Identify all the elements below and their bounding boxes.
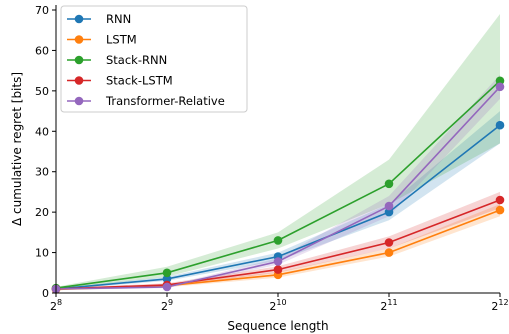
legend-item: Stack-LSTM: [67, 74, 173, 88]
legend-item: Transformer-Relative: [67, 94, 225, 108]
y-tick-label: 50: [35, 85, 49, 98]
x-tick-label: 211: [380, 298, 397, 313]
legend-label: Stack-LSTM: [106, 74, 173, 88]
legend-label: LSTM: [106, 33, 137, 47]
point-lstm: [384, 248, 394, 257]
band-stack-rnn: [56, 14, 500, 289]
x-tick-label: 29: [161, 298, 173, 313]
y-ticks: 0 10 20 30 40 50 60 70: [35, 4, 56, 300]
y-tick-label: 0: [42, 287, 49, 300]
legend-item: LSTM: [67, 33, 137, 47]
x-tick-label: 210: [269, 298, 286, 313]
point-stack-lstm: [495, 195, 505, 205]
y-tick-label: 20: [35, 206, 49, 219]
legend-swatch-marker: [74, 96, 84, 106]
y-tick-label: 60: [35, 44, 49, 57]
point-transformer-relative: [162, 282, 172, 292]
y-tick-label: 40: [35, 125, 49, 138]
legend-frame: [60, 5, 248, 113]
x-tick-label: 28: [50, 298, 62, 313]
point-stack-rnn: [495, 76, 505, 86]
point-rnn: [495, 120, 505, 130]
legend-item: RNN: [67, 12, 131, 26]
legend-swatch-marker: [74, 35, 84, 44]
legend-swatch-marker: [74, 55, 84, 65]
legend-label: RNN: [106, 12, 131, 26]
legend-items: RNN LSTM Stack-RNN Stack-LSTM Transformer-Re…: [67, 12, 225, 108]
x-axis-label: Sequence length: [227, 319, 328, 333]
point-stack-rnn: [384, 179, 394, 189]
point-rnn: [162, 274, 172, 284]
point-transformer-relative: [495, 82, 505, 92]
point-stack-rnn: [162, 268, 172, 278]
y-axis-label: Δ cumulative regret [bits]: [10, 72, 24, 226]
legend-label: Transformer-Relative: [105, 94, 225, 108]
y-tick-label: 10: [35, 247, 49, 260]
x-ticks: 28 29 210 211 212: [50, 293, 509, 313]
point-lstm: [495, 205, 505, 215]
legend-label: Stack-RNN: [106, 53, 167, 67]
point-transformer-relative: [273, 257, 283, 266]
legend-item: Stack-RNN: [67, 53, 167, 67]
x-tick-label: 212: [491, 298, 508, 313]
legend-swatch-marker: [74, 76, 84, 85]
point-transformer-relative: [384, 201, 394, 211]
y-tick-label: 70: [35, 4, 49, 17]
legend: RNN LSTM Stack-RNN Stack-LSTM Transformer-Re…: [60, 5, 248, 113]
point-rnn: [384, 207, 394, 217]
point-stack-lstm: [384, 238, 394, 247]
legend-swatch-marker: [74, 14, 84, 24]
point-stack-rnn: [273, 236, 283, 245]
y-tick-label: 30: [35, 166, 49, 179]
point-stack-lstm: [273, 265, 283, 274]
